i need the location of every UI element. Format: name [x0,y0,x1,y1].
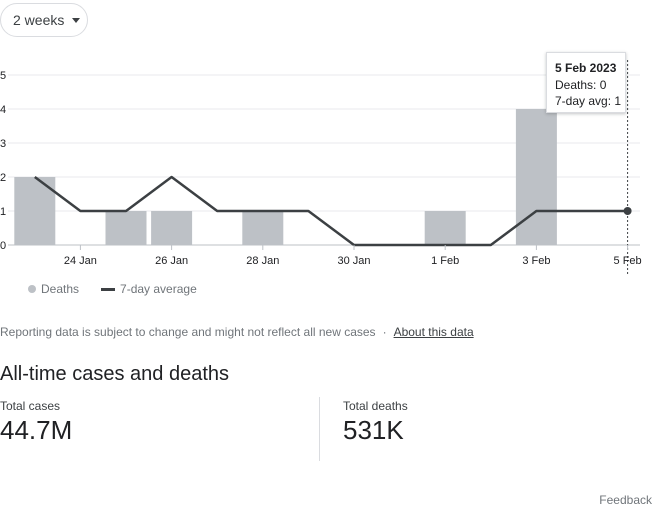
deaths-bar[interactable] [424,211,466,245]
total-cases-value: 44.7M [0,415,73,445]
deaths-chart[interactable]: 0 1 2 3 4 5 24 Jan 26 Jan 28 Jan 30 Jan 1 Feb 3 Feb… [0,60,652,280]
chart-tooltip: 5 Feb 2023 Deaths: 0 7-day avg: 1 [546,52,626,113]
tooltip-average: 7-day avg: 1 [555,94,622,108]
caret-down-icon [72,17,81,23]
total-deaths-value: 531K [343,415,404,445]
legend-deaths-label: Deaths [41,282,80,296]
y-tick-label: 5 [0,70,6,82]
y-tick-label: 4 [0,104,6,116]
stats-divider [319,397,320,461]
x-tick-label: 1 Feb [431,255,459,267]
x-tick-label: 30 Jan [337,255,370,267]
total-cases-label: Total cases [0,399,61,413]
average-line [34,175,628,247]
deaths-bar[interactable] [515,109,557,245]
about-data-link[interactable]: About this data [393,325,474,339]
y-tick-label: 0 [0,240,6,252]
reporting-note: Reporting data is subject to change and … [0,325,474,339]
legend-bar-swatch [28,285,36,293]
deaths-bar[interactable] [105,211,147,245]
x-tick-label: 3 Feb [522,255,550,267]
x-tick-label: 5 Feb [614,255,642,267]
x-tick-label: 24 Jan [64,255,97,267]
tooltip-deaths: Deaths: 0 [555,77,607,92]
reporting-note-text: Reporting data is subject to change and … [0,325,376,339]
y-tick-label: 3 [0,138,6,150]
x-tick-label: 26 Jan [155,255,188,267]
total-cases-stat: Total cases 44.7M [0,399,72,446]
note-separator: · [382,325,387,339]
section-title: All-time cases and deaths [0,363,230,385]
legend-line-swatch [101,287,116,291]
chart-legend: Deaths 7-day average [28,282,197,296]
range-selector-button[interactable]: 2 weeks [0,3,88,37]
total-deaths-label: Total deaths [343,399,408,413]
deaths-bar[interactable] [242,211,284,245]
deaths-bar[interactable] [151,211,193,245]
tooltip-date: 5 Feb 2023 [555,61,617,75]
x-tick-label: 28 Jan [246,255,279,267]
total-deaths-stat: Total deaths 531K [343,399,408,446]
y-tick-label: 1 [0,206,6,218]
average-point-marker [623,207,632,215]
legend-average-label: 7-day average [120,282,197,296]
feedback-link[interactable]: Feedback [599,493,652,507]
y-tick-label: 2 [0,172,6,184]
range-selector-label: 2 weeks [13,12,65,28]
